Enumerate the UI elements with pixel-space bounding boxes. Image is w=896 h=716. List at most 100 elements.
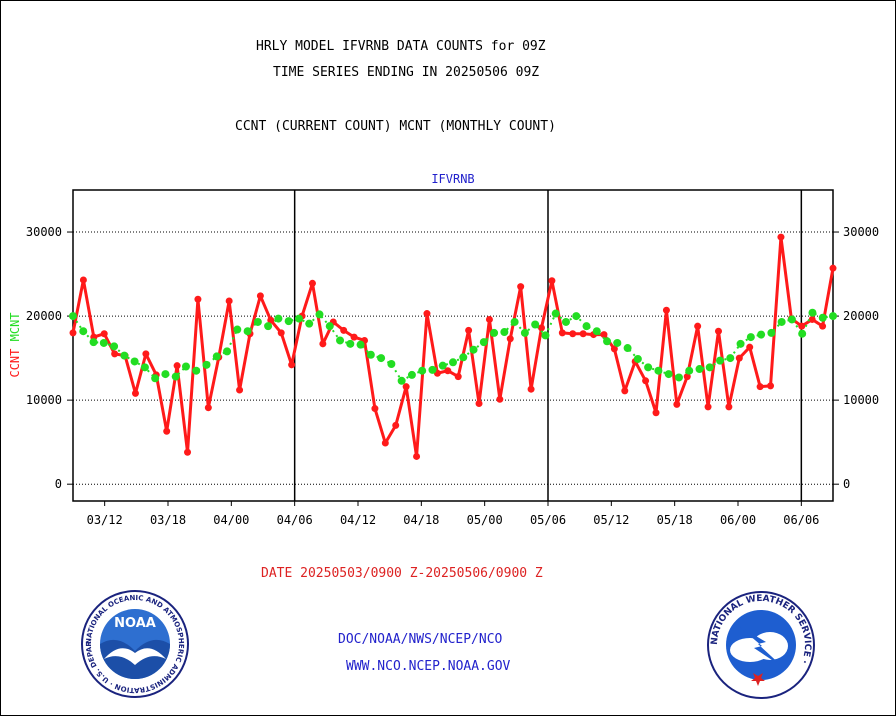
data-point-ccnt bbox=[413, 452, 421, 460]
data-point-mcnt bbox=[212, 352, 221, 361]
data-point-mcnt bbox=[767, 328, 776, 337]
data-point-ccnt bbox=[735, 354, 743, 362]
date-range-label: DATE 20250503/0900 Z-20250506/0900 Z bbox=[261, 566, 543, 581]
data-point-mcnt bbox=[695, 365, 704, 374]
data-point-mcnt bbox=[633, 354, 642, 363]
data-point-mcnt bbox=[654, 366, 663, 375]
y-tick-label-left: 10000 bbox=[26, 393, 62, 407]
y-axis-label: CCNT MCNT bbox=[8, 312, 22, 377]
data-point-mcnt bbox=[366, 350, 375, 359]
data-point-mcnt bbox=[151, 374, 160, 383]
data-point-ccnt bbox=[496, 395, 504, 403]
data-point-ccnt bbox=[746, 343, 754, 351]
data-point-mcnt bbox=[418, 366, 427, 375]
data-point-ccnt bbox=[579, 330, 587, 338]
data-point-ccnt bbox=[610, 345, 618, 353]
data-point-mcnt bbox=[69, 312, 77, 321]
data-point-mcnt bbox=[99, 338, 108, 347]
data-point-mcnt bbox=[613, 338, 622, 347]
data-point-mcnt bbox=[603, 337, 612, 346]
data-point-mcnt bbox=[181, 362, 190, 371]
data-point-ccnt bbox=[475, 399, 483, 407]
y-tick-label-right: 30000 bbox=[843, 225, 879, 239]
x-tick-label: 05/12 bbox=[593, 513, 629, 527]
data-point-ccnt bbox=[194, 295, 202, 303]
data-point-ccnt bbox=[319, 340, 327, 348]
data-point-ccnt bbox=[642, 377, 650, 385]
data-point-mcnt bbox=[561, 317, 570, 326]
data-point-mcnt bbox=[233, 325, 242, 334]
data-point-ccnt bbox=[340, 326, 348, 334]
data-point-ccnt bbox=[537, 324, 545, 332]
chart-title-line-3: CCNT (CURRENT COUNT) MCNT (MONTHLY COUNT… bbox=[235, 119, 556, 134]
y-tick-label-right: 10000 bbox=[843, 393, 879, 407]
data-point-ccnt bbox=[652, 409, 660, 417]
data-point-ccnt bbox=[600, 331, 608, 339]
data-point-mcnt bbox=[664, 370, 673, 379]
data-point-mcnt bbox=[798, 329, 807, 338]
data-point-mcnt bbox=[438, 361, 447, 370]
data-point-mcnt bbox=[479, 338, 488, 347]
data-point-ccnt bbox=[548, 277, 556, 285]
data-point-mcnt bbox=[253, 317, 262, 326]
y-tick-label-left: 30000 bbox=[26, 225, 62, 239]
data-point-mcnt bbox=[305, 319, 314, 328]
data-point-mcnt bbox=[387, 359, 396, 368]
data-point-mcnt bbox=[346, 339, 355, 348]
data-point-mcnt bbox=[644, 363, 653, 372]
y-tick-label-right: 20000 bbox=[843, 309, 879, 323]
data-point-mcnt bbox=[89, 338, 98, 347]
footer-url[interactable]: WWW.NCO.NCEP.NOAA.GOV bbox=[346, 659, 511, 674]
data-point-mcnt bbox=[192, 366, 201, 375]
data-point-mcnt bbox=[829, 312, 837, 321]
data-point-ccnt bbox=[517, 283, 525, 291]
data-point-mcnt bbox=[623, 344, 632, 353]
x-tick-label: 04/06 bbox=[277, 513, 313, 527]
x-tick-label: 05/18 bbox=[657, 513, 693, 527]
data-point-mcnt bbox=[736, 339, 745, 348]
x-tick-label: 06/00 bbox=[720, 513, 756, 527]
x-tick-label: 03/12 bbox=[87, 513, 123, 527]
data-point-ccnt bbox=[819, 322, 827, 330]
data-point-mcnt bbox=[397, 376, 406, 385]
data-point-ccnt bbox=[79, 276, 87, 284]
data-point-mcnt bbox=[171, 372, 180, 381]
data-point-ccnt bbox=[725, 403, 733, 411]
svg-text:NOAA: NOAA bbox=[114, 616, 156, 631]
data-point-mcnt bbox=[520, 328, 529, 337]
data-point-ccnt bbox=[256, 292, 264, 300]
data-point-mcnt bbox=[274, 314, 283, 323]
data-point-mcnt bbox=[746, 333, 755, 342]
data-point-mcnt bbox=[490, 328, 499, 337]
data-point-mcnt bbox=[428, 365, 437, 374]
data-point-ccnt bbox=[204, 404, 212, 412]
data-point-ccnt bbox=[142, 350, 150, 358]
series-line-mcnt bbox=[72, 311, 834, 383]
data-point-ccnt bbox=[69, 329, 77, 337]
data-point-mcnt bbox=[140, 363, 149, 372]
x-tick-label: 06/06 bbox=[783, 513, 819, 527]
data-point-ccnt bbox=[308, 279, 316, 287]
time-series-chart: 0 0 10000 10000 20000 20000 30000 30000 03/12 03/… bbox=[8, 172, 879, 527]
data-point-ccnt bbox=[267, 316, 275, 324]
x-tick-label: 05/06 bbox=[530, 513, 566, 527]
x-tick-label: 04/18 bbox=[403, 513, 439, 527]
footer-org: DOC/NOAA/NWS/NCEP/NCO bbox=[338, 632, 503, 647]
data-point-ccnt bbox=[173, 362, 181, 370]
data-point-mcnt bbox=[284, 317, 293, 326]
data-point-ccnt bbox=[184, 448, 192, 456]
data-point-mcnt bbox=[120, 351, 129, 360]
plot-frame bbox=[72, 189, 834, 502]
data-point-mcnt bbox=[110, 342, 119, 351]
data-point-mcnt bbox=[500, 328, 509, 337]
y-tick-label-left: 0 bbox=[55, 477, 62, 491]
data-point-mcnt bbox=[757, 330, 766, 339]
data-point-mcnt bbox=[818, 313, 827, 322]
chart-title-line-2: TIME SERIES ENDING IN 20250506 09Z bbox=[273, 65, 540, 80]
data-point-mcnt bbox=[202, 360, 211, 369]
data-point-mcnt bbox=[356, 340, 365, 349]
data-point-mcnt bbox=[726, 354, 735, 363]
data-point-ccnt bbox=[454, 373, 462, 381]
data-point-ccnt bbox=[485, 315, 493, 323]
data-point-ccnt bbox=[111, 350, 119, 358]
